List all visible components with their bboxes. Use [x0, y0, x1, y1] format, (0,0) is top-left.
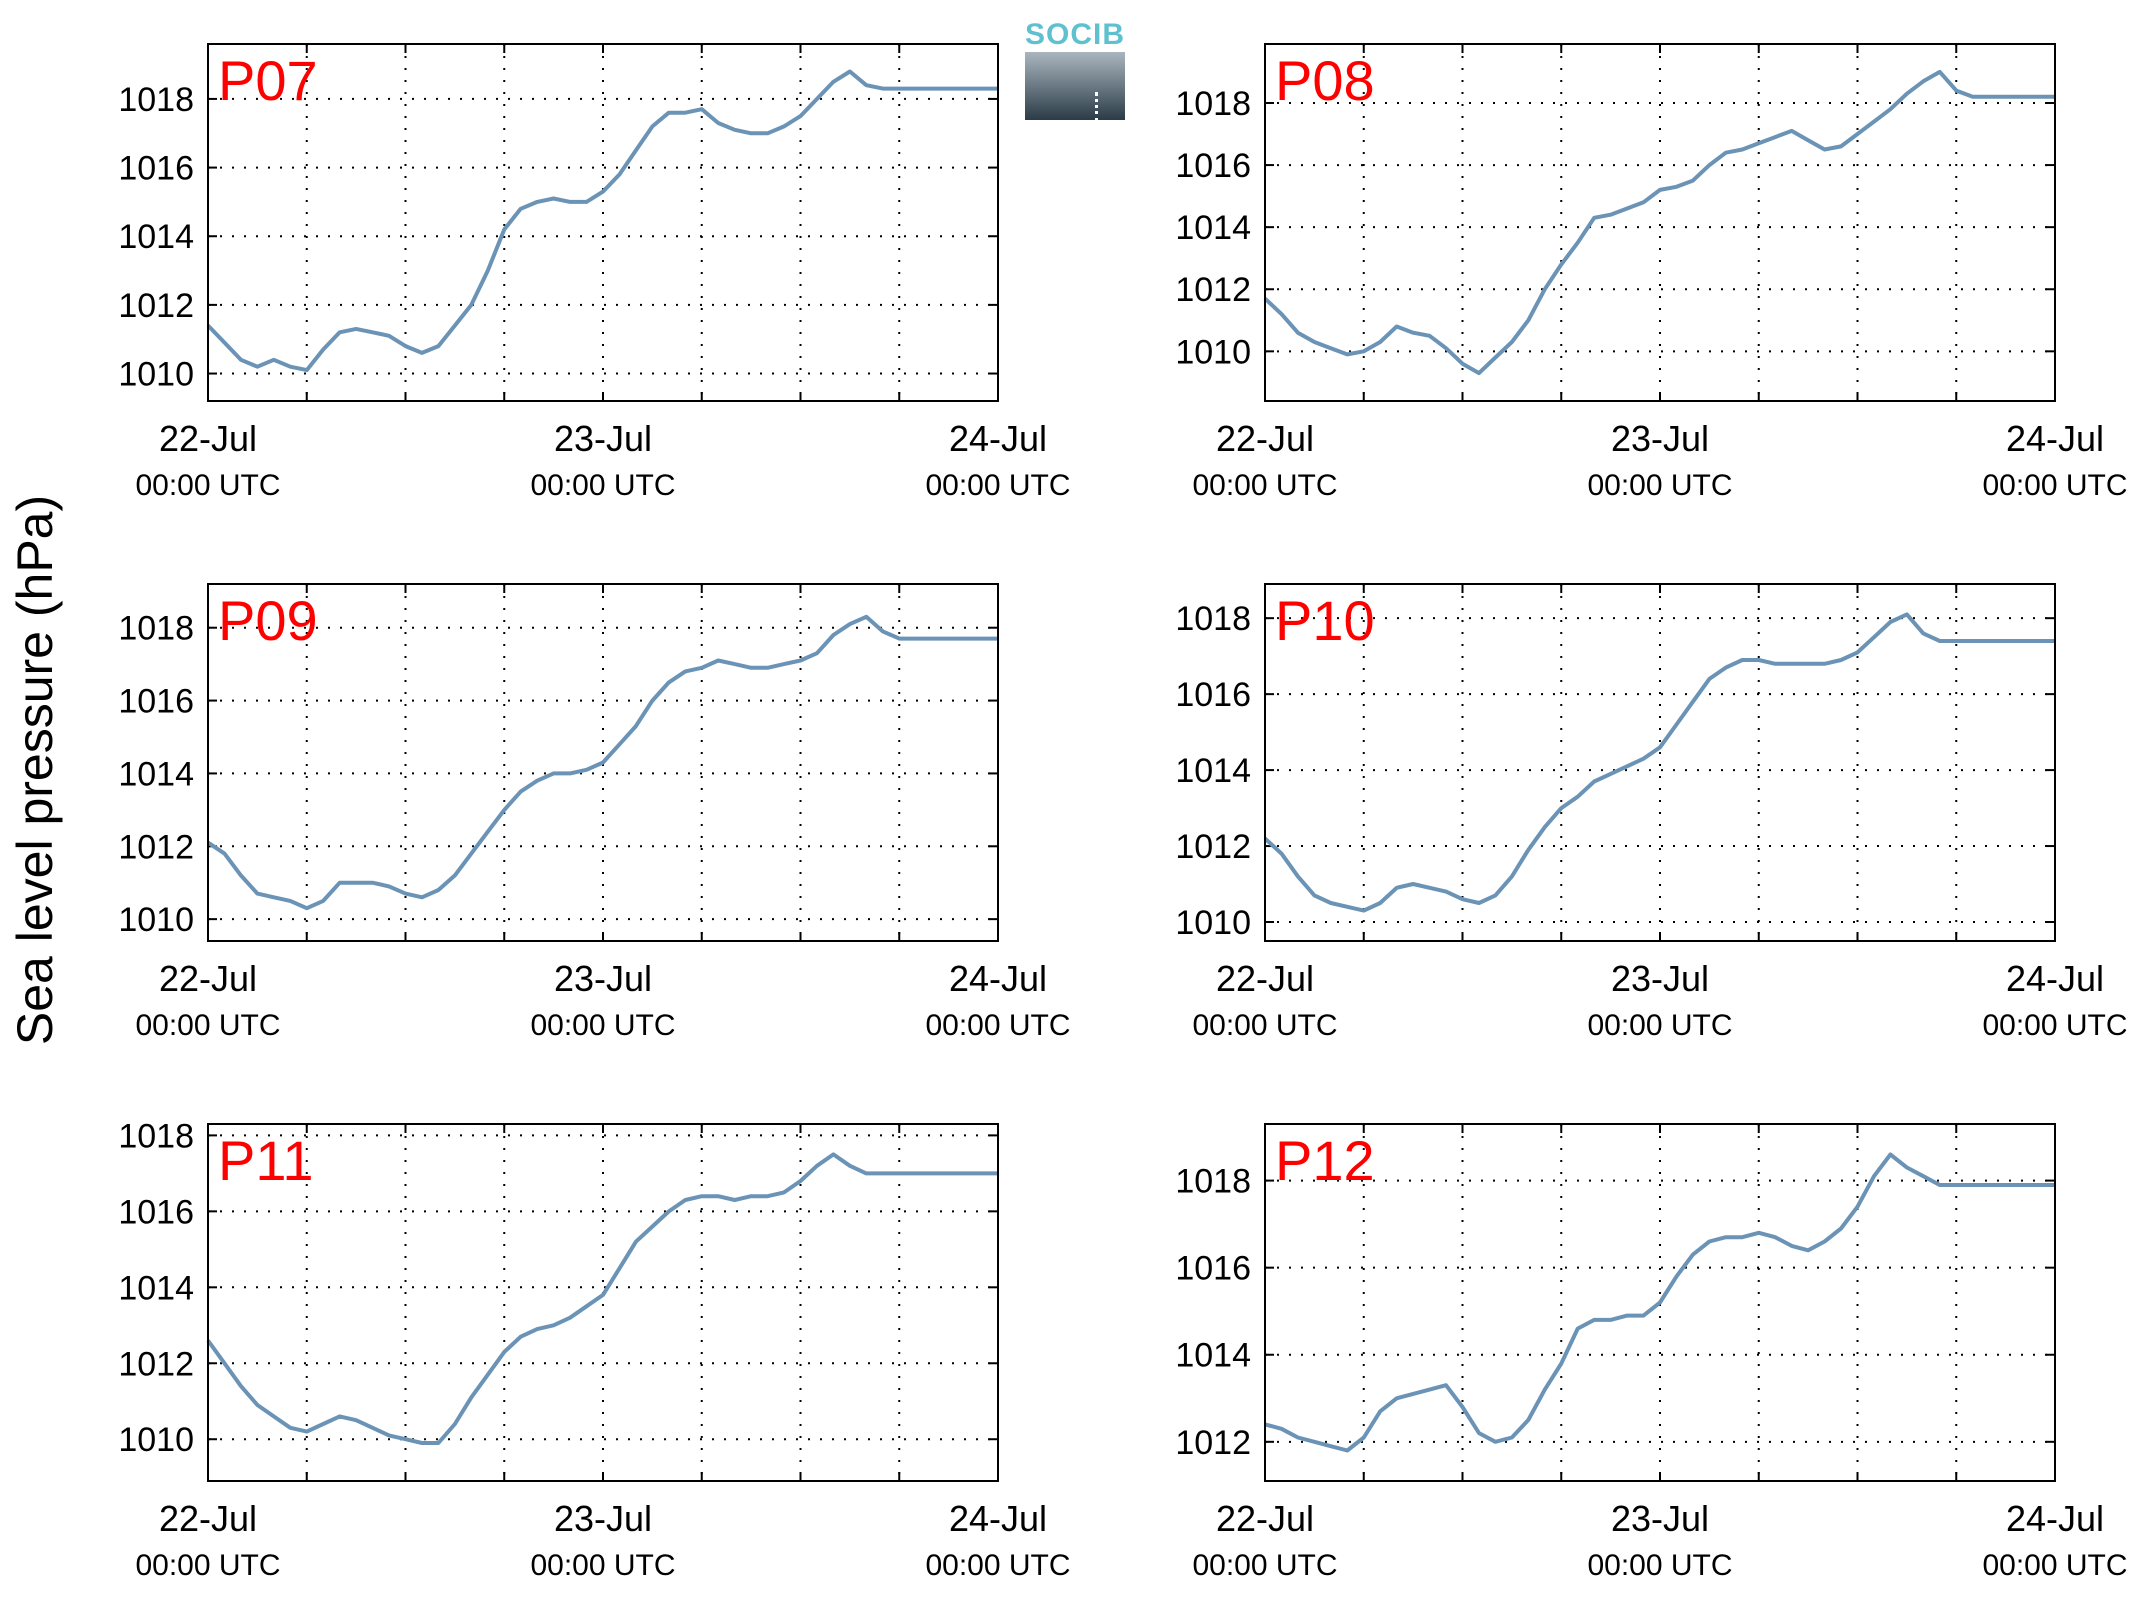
x-tick-label-date: 22-Jul [1216, 418, 1314, 459]
panel-p07: 1010 1012 1014 1016 1018 22-Jul 00:00 UTC 23-Ju… [118, 43, 1071, 502]
logo-graphic [1025, 52, 1125, 122]
axes-frame [207, 1123, 999, 1482]
panel-p11: 1010 1012 1014 1016 1018 22-Jul 00:00 UTC 23-Ju… [118, 1117, 1070, 1582]
x-tick-label-time: 00:00 UTC [530, 1549, 675, 1582]
x-tick-label-time: 00:00 UTC [925, 469, 1070, 502]
y-tick-label: 1014 [118, 1269, 194, 1307]
y-tick-label: 1014 [1175, 209, 1251, 247]
y-axis-label-text: Sea level pressure (hPa) [7, 495, 63, 1045]
axes-frame [207, 43, 999, 402]
x-tick-label-time: 00:00 UTC [1192, 1009, 1337, 1042]
axes-frame [1264, 43, 2056, 402]
axes-frame [1264, 583, 2056, 942]
y-tick-label: 1010 [118, 1421, 194, 1459]
x-tick-label-time: 00:00 UTC [925, 1009, 1070, 1042]
x-tick-label-time: 00:00 UTC [1587, 1009, 1732, 1042]
x-tick-label-date: 22-Jul [159, 1498, 257, 1539]
x-tick-label-date: 23-Jul [1611, 418, 1709, 459]
x-tick-label-time: 00:00 UTC [1587, 469, 1732, 502]
x-tick-label-date: 24-Jul [949, 418, 1047, 459]
series-line-p07 [206, 69, 998, 373]
y-tick-label: 1010 [1175, 904, 1251, 942]
x-tick-label-time: 00:00 UTC [925, 1549, 1070, 1582]
x-tick-label-time: 00:00 UTC [135, 1009, 280, 1042]
x-tick-label-time: 00:00 UTC [135, 1549, 280, 1582]
panel-label: P09 [218, 589, 318, 652]
x-tick-label-time: 00:00 UTC [1192, 469, 1337, 502]
socib-logo: SOCIB [1025, 18, 1125, 123]
x-tick-label-time: 00:00 UTC [530, 469, 675, 502]
panel-p12: 1012 1014 1016 1018 22-Jul 00:00 UTC 23-Jul 00:… [1175, 1123, 2128, 1582]
x-tick-label-date: 22-Jul [159, 418, 257, 459]
series-line-p11 [206, 1152, 998, 1445]
panel-p09: 1010 1012 1014 1016 1018 22-Jul 00:00 UTC 23-Ju… [118, 583, 1071, 1042]
y-tick-label: 1018 [118, 1117, 194, 1155]
axes-frame [207, 583, 999, 942]
y-tick-label: 1010 [118, 901, 194, 939]
y-tick-label: 1018 [1175, 85, 1251, 123]
y-tick-label: 1012 [1175, 1424, 1251, 1462]
series-line-p08 [1263, 69, 2055, 376]
logo-text: SOCIB [1025, 18, 1126, 51]
x-tick-label-time: 00:00 UTC [135, 469, 280, 502]
y-tick-label: 1012 [1175, 828, 1251, 866]
y-tick-label: 1018 [118, 610, 194, 648]
x-tick-label-time: 00:00 UTC [530, 1009, 675, 1042]
y-tick-label: 1014 [118, 218, 194, 256]
panel-label: P08 [1275, 49, 1375, 112]
y-tick-label: 1016 [118, 683, 194, 721]
y-axis-label: Sea level pressure (hPa) [7, 495, 63, 1045]
y-tick-label: 1016 [1175, 1250, 1251, 1288]
series-line-p09 [206, 614, 998, 911]
y-tick-label: 1010 [118, 356, 194, 394]
x-tick-label-time: 00:00 UTC [1587, 1549, 1732, 1582]
y-tick-label: 1018 [1175, 600, 1251, 638]
x-tick-label-date: 22-Jul [1216, 1498, 1314, 1539]
x-tick-label-date: 24-Jul [949, 958, 1047, 999]
x-tick-label-time: 00:00 UTC [1982, 469, 2127, 502]
x-tick-label-date: 24-Jul [949, 1498, 1047, 1539]
y-tick-label: 1010 [1175, 333, 1251, 371]
series-line-p10 [1263, 612, 2055, 913]
y-tick-label: 1018 [118, 81, 194, 119]
x-tick-label-time: 00:00 UTC [1982, 1009, 2127, 1042]
y-tick-label: 1014 [1175, 1337, 1251, 1375]
y-tick-label: 1012 [118, 828, 194, 866]
panel-label: P12 [1275, 1129, 1375, 1192]
y-tick-label: 1018 [1175, 1163, 1251, 1201]
panel-label: P11 [218, 1129, 313, 1192]
panel-p08: 1010 1012 1014 1016 1018 22-Jul 00:00 UTC 23-Ju… [1175, 43, 2128, 502]
x-tick-label-date: 24-Jul [2006, 418, 2104, 459]
y-tick-label: 1014 [1175, 752, 1251, 790]
x-tick-label-date: 22-Jul [1216, 958, 1314, 999]
y-tick-label: 1014 [118, 755, 194, 793]
x-tick-label-date: 24-Jul [2006, 958, 2104, 999]
axes-frame [1264, 1123, 2056, 1482]
x-tick-label-date: 23-Jul [554, 1498, 652, 1539]
x-tick-label-date: 24-Jul [2006, 1498, 2104, 1539]
y-tick-label: 1012 [118, 287, 194, 325]
y-tick-label: 1016 [1175, 676, 1251, 714]
x-tick-label-time: 00:00 UTC [1982, 1549, 2127, 1582]
y-tick-label: 1012 [1175, 271, 1251, 309]
x-tick-label-date: 22-Jul [159, 958, 257, 999]
panel-label: P10 [1275, 589, 1375, 652]
x-tick-label-date: 23-Jul [554, 418, 652, 459]
series-line-p12 [1264, 1152, 2055, 1453]
y-tick-label: 1016 [118, 150, 194, 188]
x-tick-label-date: 23-Jul [554, 958, 652, 999]
x-tick-label-date: 23-Jul [1611, 958, 1709, 999]
panel-p10: 1010 1012 1014 1016 1018 22-Jul 00:00 UTC 23-Ju… [1175, 583, 2128, 1042]
x-tick-label-date: 23-Jul [1611, 1498, 1709, 1539]
y-tick-label: 1012 [118, 1345, 194, 1383]
y-tick-label: 1016 [1175, 147, 1251, 185]
panel-label: P07 [218, 49, 318, 112]
y-tick-label: 1016 [118, 1193, 194, 1231]
x-tick-label-time: 00:00 UTC [1192, 1549, 1337, 1582]
